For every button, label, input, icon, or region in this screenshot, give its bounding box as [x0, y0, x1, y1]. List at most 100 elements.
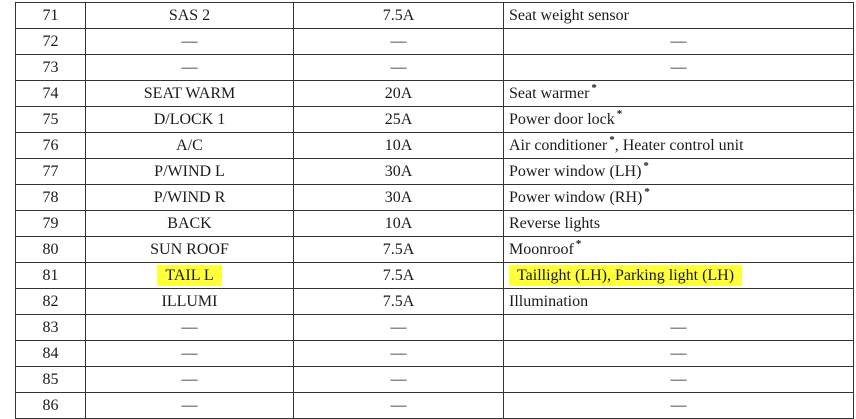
fuse-name-text: TAIL L [157, 264, 222, 286]
fuse-number: 76 [15, 132, 86, 159]
asterisk-mark: * [616, 107, 623, 120]
fuse-description: Taillight (LH), Parking light (LH) [503, 262, 854, 289]
fuse-description-text: Seat warmer [509, 84, 590, 102]
fuse-row-76: 76 A/C 10A Air conditioner *, Heater control… [15, 132, 854, 159]
fuse-amperage-text: 30A [384, 188, 413, 206]
fuse-description-text: Power door lock [509, 110, 615, 128]
fuse-name: — [85, 366, 294, 393]
fuse-description: — [503, 28, 854, 55]
fuse-number-text: 74 [42, 84, 59, 102]
fuse-number-text: 72 [42, 32, 59, 50]
fuse-number-text: 82 [42, 292, 59, 310]
fuse-row-77: 77 P/WIND L 30A Power window (LH) * [15, 158, 854, 185]
fuse-name: P/WIND L [85, 158, 294, 185]
fuse-amperage: 30A [293, 184, 504, 211]
fuse-number-text: 83 [42, 318, 59, 336]
fuse-amperage-text: — [390, 396, 407, 414]
fuse-amperage: 7.5A [293, 262, 504, 289]
fuse-description-text: — [670, 318, 687, 336]
asterisk-mark: * [643, 159, 649, 172]
fuse-name-text: ILLUMI [161, 292, 218, 310]
fuse-description: Seat warmer * [503, 80, 854, 107]
fuse-row-73: 73 — — — [15, 54, 854, 81]
fuse-number-text: 76 [42, 136, 59, 154]
fuse-number: 74 [15, 80, 86, 107]
fuse-description: Moonroof * [503, 236, 854, 263]
fuse-name-text: P/WIND L [154, 162, 225, 180]
fuse-description: Power window (LH) * [503, 158, 854, 185]
fuse-amperage: 7.5A [293, 2, 504, 29]
fuse-amperage-text: 7.5A [382, 240, 415, 258]
fuse-description-extra: , Heater control unit [614, 136, 744, 154]
fuse-number: 75 [15, 106, 86, 133]
fuse-amperage: 30A [293, 158, 504, 185]
fuse-name-text: SUN ROOF [150, 240, 229, 258]
fuse-number-text: 84 [42, 344, 59, 362]
fuse-description-text: — [670, 58, 687, 76]
fuse-description-text: Air conditioner [509, 136, 608, 154]
fuse-number: 81 [15, 262, 86, 289]
fuse-name: A/C [85, 132, 294, 159]
fuse-row-74: 74 SEAT WARM 20A Seat warmer * [15, 80, 854, 107]
fuse-description: — [503, 392, 854, 419]
fuse-name-text: BACK [167, 214, 212, 232]
fuse-name-text: — [181, 32, 198, 50]
asterisk-mark: * [591, 81, 597, 94]
fuse-amperage: — [293, 28, 504, 55]
fuse-name: — [85, 28, 294, 55]
fuse-amperage-text: 7.5A [382, 6, 415, 24]
fuse-amperage: 7.5A [293, 288, 504, 315]
fuse-description-text: Power window (LH) [509, 162, 642, 180]
fuse-name-text: — [181, 396, 198, 414]
fuse-number-text: 78 [42, 188, 59, 206]
fuse-amperage: 7.5A [293, 236, 504, 263]
fuse-amperage-text: 30A [384, 162, 413, 180]
fuse-name: BACK [85, 210, 294, 237]
fuse-name: ILLUMI [85, 288, 294, 315]
fuse-description: — [503, 366, 854, 393]
fuse-number: 82 [15, 288, 86, 315]
fuse-amperage-text: — [390, 318, 407, 336]
fuse-name: SUN ROOF [85, 236, 294, 263]
fuse-description: Power door lock * [503, 106, 854, 133]
fuse-amperage: — [293, 314, 504, 341]
fuse-number: 86 [15, 392, 86, 419]
fuse-name-text: P/WIND R [153, 188, 226, 206]
fuse-description-text: Seat weight sensor [509, 6, 629, 24]
fuse-number: 78 [15, 184, 86, 211]
fuse-amperage: — [293, 366, 504, 393]
fuse-amperage-text: 7.5A [382, 266, 415, 284]
fuse-name-text: D/LOCK 1 [153, 110, 226, 128]
fuse-description-text: — [670, 344, 687, 362]
fuse-number: 71 [15, 2, 86, 29]
fuse-row-72: 72 — — — [15, 28, 854, 55]
fuse-number-text: 86 [42, 396, 59, 414]
fuse-name-text: — [181, 318, 198, 336]
fuse-description: Seat weight sensor [503, 2, 854, 29]
fuse-name: P/WIND R [85, 184, 294, 211]
fuse-name-text: — [181, 58, 198, 76]
fuse-amperage: 10A [293, 210, 504, 237]
fuse-row-86: 86 — — — [15, 392, 854, 419]
fuse-description: Power window (RH) * [503, 184, 854, 211]
fuse-amperage: 20A [293, 80, 504, 107]
fuse-description-text: Power window (RH) [509, 188, 643, 206]
fuse-amperage-text: 10A [384, 214, 413, 232]
fuse-description-text: — [670, 32, 687, 50]
fuse-amperage: — [293, 340, 504, 367]
fuse-number: 83 [15, 314, 86, 341]
fuse-number: 72 [15, 28, 86, 55]
fuse-description-text: Taillight (LH), Parking light (LH) [509, 264, 743, 286]
fuse-number: 73 [15, 54, 86, 81]
fuse-number-text: 80 [42, 240, 59, 258]
fuse-row-83: 83 — — — [15, 314, 854, 341]
fuse-row-84: 84 — — — [15, 340, 854, 367]
fuse-amperage-text: — [390, 32, 407, 50]
fuse-number-text: 81 [42, 266, 59, 284]
fuse-amperage: 25A [293, 106, 504, 133]
fuse-description: Illumination [503, 288, 854, 315]
fuse-number: 80 [15, 236, 86, 263]
fuse-number-text: 79 [42, 214, 59, 232]
fuse-amperage-text: — [390, 344, 407, 362]
